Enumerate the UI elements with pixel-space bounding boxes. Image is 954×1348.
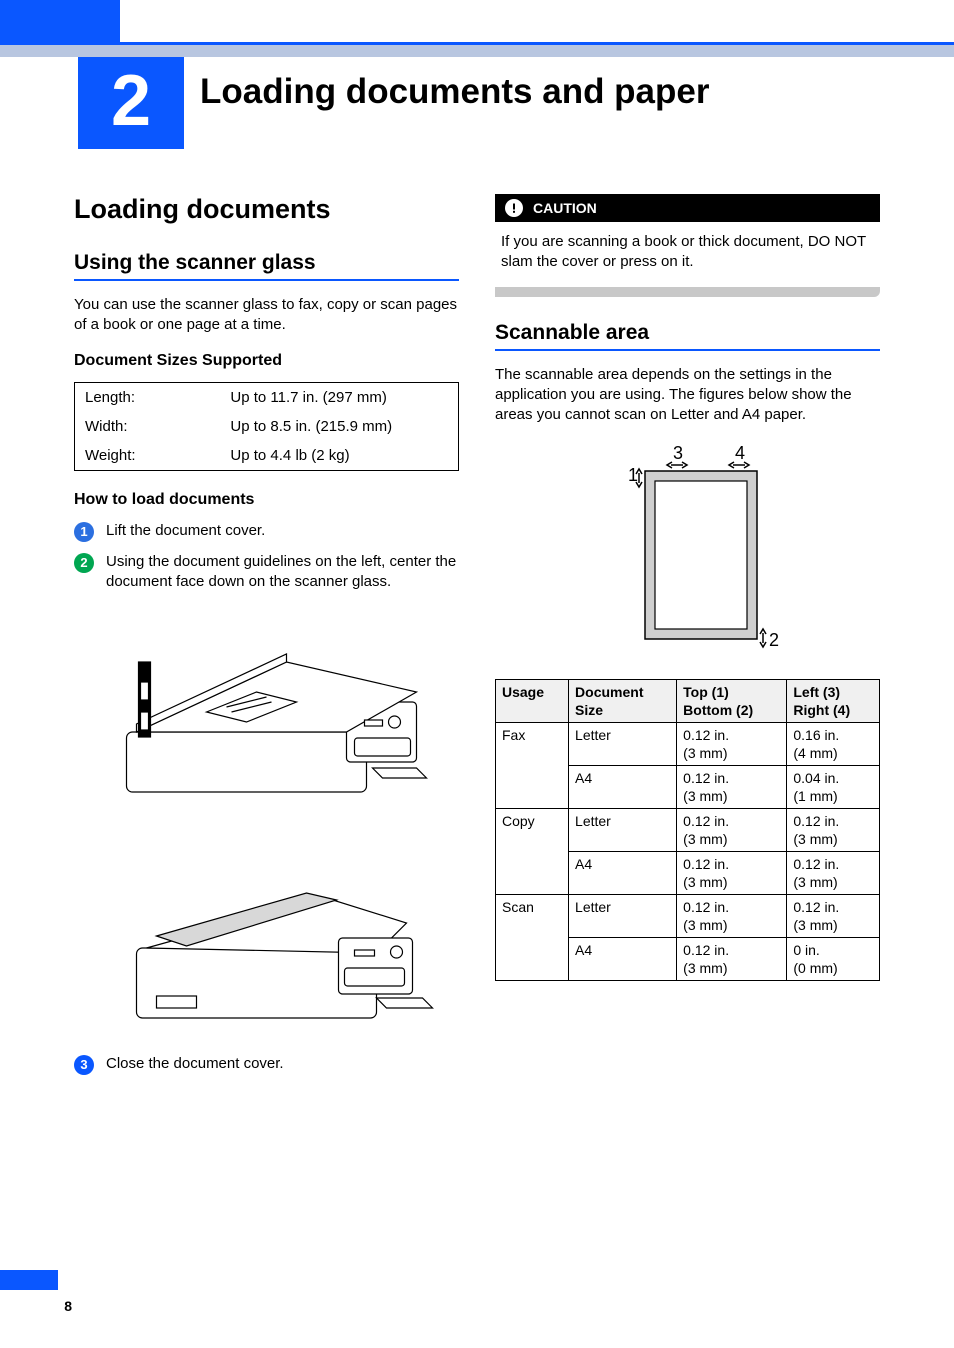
scannable-heading: Scannable area — [495, 321, 880, 351]
caution-icon — [505, 199, 523, 217]
chapter-number: 2 — [78, 57, 184, 149]
diagram-label-3: 3 — [673, 443, 683, 463]
step-text: Close the document cover. — [106, 1054, 459, 1074]
chapter-title: Loading documents and paper — [200, 72, 709, 112]
size-cell: Letter — [569, 723, 677, 766]
table-row: CopyLetter0.12 in.(3 mm)0.12 in.(3 mm) — [496, 809, 880, 852]
subsection-heading: Using the scanner glass — [74, 251, 459, 281]
sizes-heading: Document Sizes Supported — [74, 352, 459, 370]
left-column: Loading documents Using the scanner glas… — [74, 194, 459, 1085]
size-label: Length: — [75, 382, 221, 412]
table-row: FaxLetter0.12 in.(3 mm)0.16 in.(4 mm) — [496, 723, 880, 766]
size-value: Up to 8.5 in. (215.9 mm) — [220, 412, 458, 441]
content-area: Loading documents Using the scanner glas… — [74, 194, 880, 1085]
step: 1 Lift the document cover. — [74, 521, 459, 542]
section-heading: Loading documents — [74, 194, 459, 225]
step-text: Using the document guidelines on the lef… — [106, 552, 459, 593]
column-header: Left (3)Right (4) — [787, 680, 880, 723]
topbottom-cell: 0.12 in.(3 mm) — [677, 852, 787, 895]
size-label: Width: — [75, 412, 221, 441]
size-cell: Letter — [569, 895, 677, 938]
size-cell: A4 — [569, 852, 677, 895]
scannable-area-table: UsageDocumentSizeTop (1)Bottom (2)Left (… — [495, 679, 880, 981]
topbottom-cell: 0.12 in.(3 mm) — [677, 895, 787, 938]
scanner-open-illustration — [74, 602, 459, 822]
usage-cell: Copy — [496, 809, 569, 895]
column-header: Usage — [496, 680, 569, 723]
column-header: DocumentSize — [569, 680, 677, 723]
leftright-cell: 0.12 in.(3 mm) — [787, 809, 880, 852]
scanner-closing-illustration — [74, 828, 459, 1048]
header-corner — [0, 0, 120, 42]
caution-label: CAUTION — [533, 200, 597, 216]
size-label: Weight: — [75, 441, 221, 471]
sizes-table: Length:Up to 11.7 in. (297 mm)Width:Up t… — [74, 382, 459, 471]
size-value: Up to 11.7 in. (297 mm) — [220, 382, 458, 412]
header-rule — [0, 42, 954, 45]
howto-heading: How to load documents — [74, 491, 459, 509]
caution-footer-bar — [495, 287, 880, 297]
topbottom-cell: 0.12 in.(3 mm) — [677, 938, 787, 981]
diagram-label-4: 4 — [735, 443, 745, 463]
table-row: ScanLetter0.12 in.(3 mm)0.12 in.(3 mm) — [496, 895, 880, 938]
topbottom-cell: 0.12 in.(3 mm) — [677, 809, 787, 852]
topbottom-cell: 0.12 in.(3 mm) — [677, 723, 787, 766]
step: 2 Using the document guidelines on the le… — [74, 552, 459, 593]
leftright-cell: 0 in.(0 mm) — [787, 938, 880, 981]
right-column: CAUTION If you are scanning a book or th… — [495, 194, 880, 1085]
size-cell: Letter — [569, 809, 677, 852]
step-text: Lift the document cover. — [106, 521, 459, 541]
step-number-badge: 1 — [74, 522, 94, 542]
size-cell: A4 — [569, 766, 677, 809]
usage-cell: Scan — [496, 895, 569, 981]
scannable-intro: The scannable area depends on the settin… — [495, 365, 880, 426]
leftright-cell: 0.16 in.(4 mm) — [787, 723, 880, 766]
caution-box: CAUTION If you are scanning a book or th… — [495, 194, 880, 297]
diagram-label-2: 2 — [769, 630, 779, 650]
page-number: 8 — [0, 1298, 72, 1314]
step-number-badge: 2 — [74, 553, 94, 573]
body-text: You can use the scanner glass to fax, co… — [74, 295, 459, 336]
caution-text: If you are scanning a book or thick docu… — [495, 222, 880, 287]
footer-accent-bar — [0, 1270, 58, 1290]
leftright-cell: 0.04 in.(1 mm) — [787, 766, 880, 809]
scannable-area-diagram: 1 3 4 2 — [495, 441, 880, 661]
size-cell: A4 — [569, 938, 677, 981]
topbottom-cell: 0.12 in.(3 mm) — [677, 766, 787, 809]
table-row: Length:Up to 11.7 in. (297 mm) — [75, 382, 459, 412]
step: 3 Close the document cover. — [74, 1054, 459, 1075]
caution-header: CAUTION — [495, 194, 880, 222]
leftright-cell: 0.12 in.(3 mm) — [787, 895, 880, 938]
column-header: Top (1)Bottom (2) — [677, 680, 787, 723]
step-number-badge: 3 — [74, 1055, 94, 1075]
table-row: Weight:Up to 4.4 lb (2 kg) — [75, 441, 459, 471]
usage-cell: Fax — [496, 723, 569, 809]
table-row: Width:Up to 8.5 in. (215.9 mm) — [75, 412, 459, 441]
size-value: Up to 4.4 lb (2 kg) — [220, 441, 458, 471]
leftright-cell: 0.12 in.(3 mm) — [787, 852, 880, 895]
